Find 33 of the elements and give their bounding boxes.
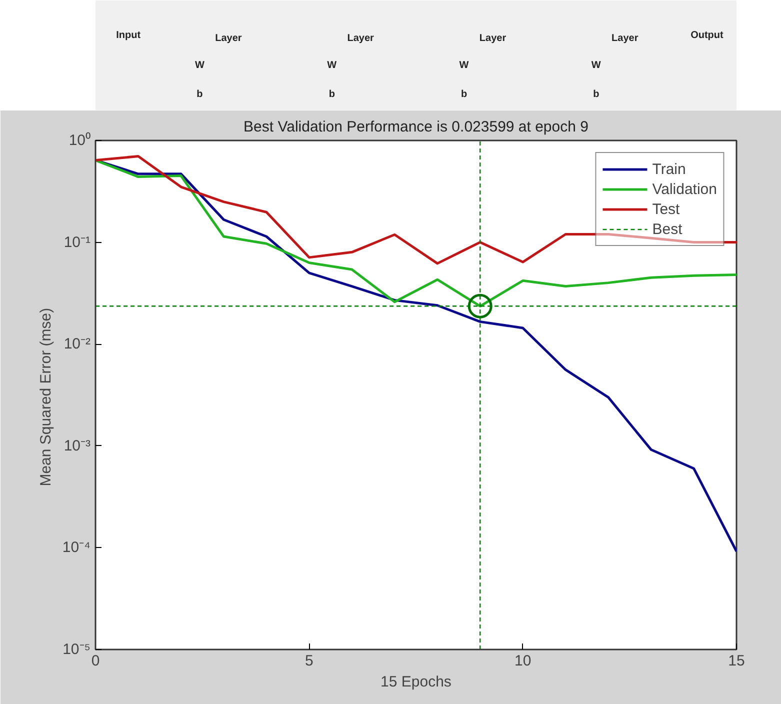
text: Layer bbox=[215, 33, 242, 44]
legend-label: Validation bbox=[652, 180, 717, 198]
x-tick-label: 5 bbox=[304, 652, 314, 670]
text: Layer bbox=[479, 33, 506, 44]
text: b bbox=[460, 89, 468, 100]
y-tick-label: 10⁻¹ bbox=[64, 234, 91, 251]
chart-title: Best Validation Performance is 0.023599 at epoch 9 bbox=[244, 118, 588, 136]
y-tick-label: 10⁻² bbox=[64, 336, 91, 353]
text: b bbox=[328, 89, 335, 100]
text: Layer bbox=[612, 33, 638, 44]
y-tick-label: 10⁻⁵ bbox=[62, 641, 91, 658]
x-tick-label: 0 bbox=[91, 652, 100, 670]
legend-label: Train bbox=[652, 160, 686, 178]
line-series bbox=[96, 158, 736, 308]
text: W bbox=[591, 60, 602, 71]
text: Input bbox=[116, 30, 142, 41]
text: W bbox=[327, 60, 338, 71]
legend-label: Best bbox=[652, 220, 682, 238]
text: b bbox=[593, 89, 600, 100]
text: W bbox=[459, 60, 470, 71]
y-axis-title: Mean Squared Error (mse) bbox=[37, 308, 54, 486]
text: W bbox=[195, 60, 206, 71]
x-tick-label: 15 bbox=[728, 652, 745, 670]
legend-label: Test bbox=[652, 200, 680, 218]
y-tick-label: 10⁰ bbox=[68, 132, 91, 149]
text: b bbox=[196, 89, 203, 100]
line-series bbox=[96, 155, 736, 265]
x-tick-label: 10 bbox=[514, 652, 532, 670]
text: Layer bbox=[347, 33, 374, 44]
y-tick-label: 10⁻⁴ bbox=[62, 539, 91, 556]
text: Output bbox=[690, 30, 724, 41]
y-tick-label: 10⁻³ bbox=[64, 437, 91, 454]
x-axis-title: 15 Epochs bbox=[380, 674, 452, 690]
